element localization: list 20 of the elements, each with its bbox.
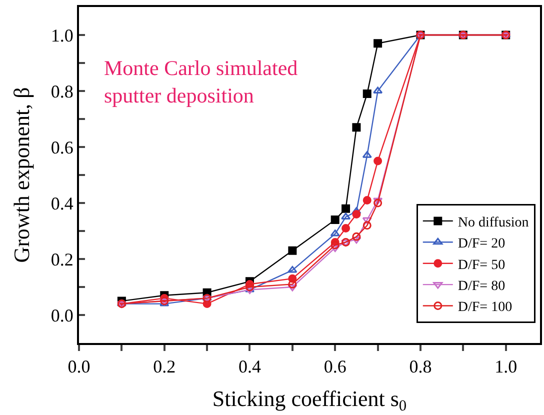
y-tick-label: 0.8 bbox=[50, 81, 74, 102]
x-tick-label: 1.0 bbox=[494, 356, 518, 377]
x-tick-label: 0.2 bbox=[153, 356, 176, 377]
legend-label: D/F= 50 bbox=[458, 258, 506, 273]
x-tick-label: 0.4 bbox=[238, 356, 261, 377]
x-axis-title: Sticking coefficient s$_{0}$ bbox=[212, 386, 407, 415]
x-tick-label: 0.0 bbox=[68, 356, 90, 377]
y-axis-title: Growth exponent, β bbox=[9, 87, 34, 263]
y-tick-label: 0.2 bbox=[50, 249, 74, 270]
y-tick-label: 1.0 bbox=[50, 25, 74, 46]
legend-label: D/F= 100 bbox=[458, 300, 512, 316]
annotation: Monte Carlo simulated sputter deposition bbox=[104, 56, 298, 108]
x-tick-label: 0.6 bbox=[324, 356, 346, 377]
y-tick-label: 0.0 bbox=[50, 305, 74, 326]
legend-label: No diffusion bbox=[458, 215, 529, 230]
legend-label: D/F= 80 bbox=[458, 279, 506, 294]
y-tick-label: 0.6 bbox=[50, 137, 74, 158]
y-tick-label: 0.4 bbox=[50, 193, 74, 214]
legend-label: D/F= 20 bbox=[458, 236, 506, 252]
x-tick-label: 0.8 bbox=[409, 356, 432, 377]
